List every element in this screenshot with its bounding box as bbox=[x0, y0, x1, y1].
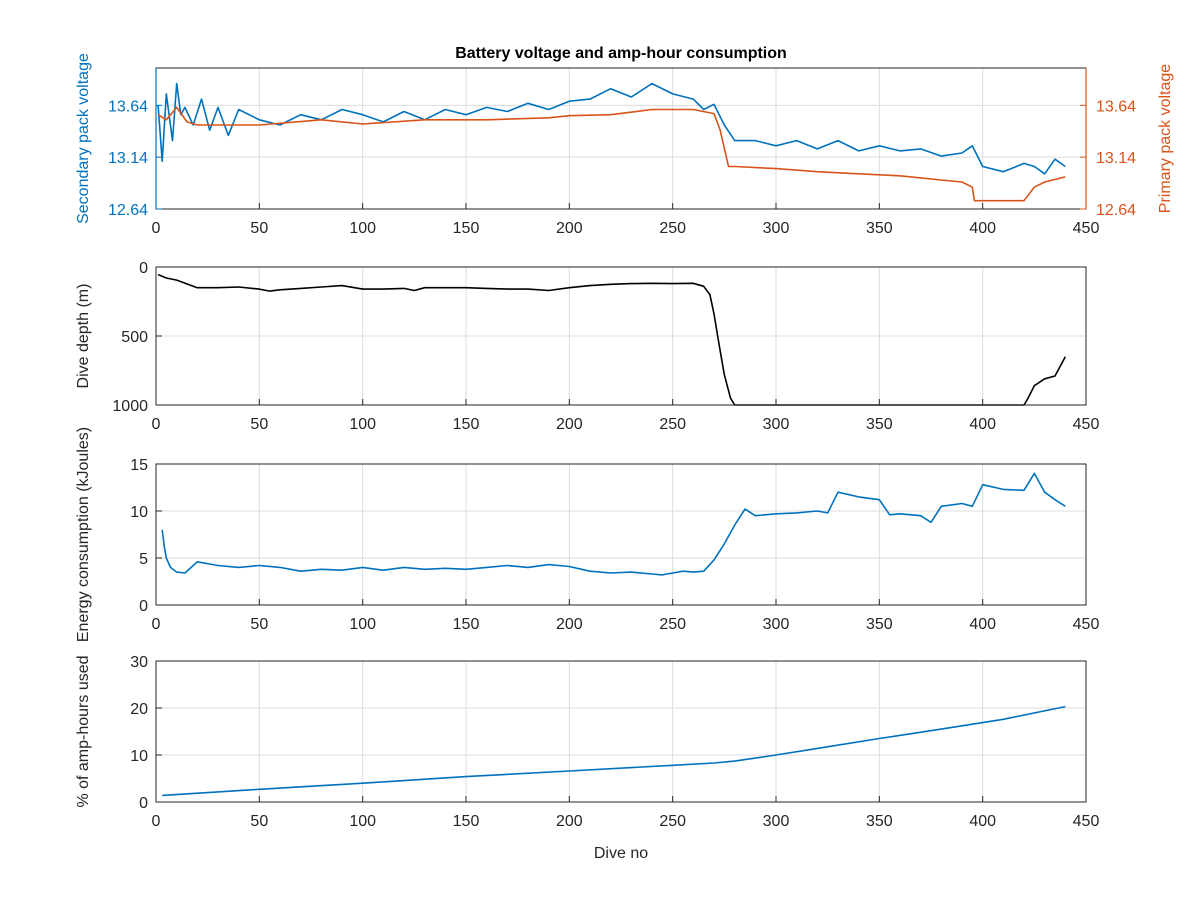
panel-1-xtick-label-9: 450 bbox=[1073, 416, 1100, 433]
panel-2-xtick-label-3: 150 bbox=[453, 616, 480, 633]
panel-0-xtick-label-6: 300 bbox=[763, 220, 790, 237]
panel-0-axes-frame bbox=[155, 67, 1087, 210]
panel-0-ylabel-right: Primary pack voltage bbox=[1157, 64, 1174, 213]
panel-3-xtick-label-3: 150 bbox=[453, 813, 480, 830]
panel-1-xtick-label-0: 0 bbox=[152, 416, 161, 433]
panel-2-xtick-label-4: 200 bbox=[556, 616, 583, 633]
panel-0-ytick-label-2: 13.64 bbox=[108, 98, 148, 115]
panel-0-xtick-label-0: 0 bbox=[152, 220, 161, 237]
panel-3-xtick-label-4: 200 bbox=[556, 813, 583, 830]
panel-2-ylabel: Energy consumption (kJoules) bbox=[75, 427, 92, 642]
panel-2-xtick-label-5: 250 bbox=[659, 616, 686, 633]
panel-0-xtick-label-2: 100 bbox=[349, 220, 376, 237]
panel-1-xtick-label-5: 250 bbox=[659, 416, 686, 433]
panel-3-xtick-label-7: 350 bbox=[866, 813, 893, 830]
panel-3-axes-frame bbox=[155, 660, 1087, 803]
panel-1-ytick-label-2: 1000 bbox=[112, 398, 148, 415]
panel-1-xtick-label-2: 100 bbox=[349, 416, 376, 433]
panel-0-ytick-label-1: 13.14 bbox=[108, 150, 148, 167]
panel-2-ytick-label-3: 15 bbox=[130, 457, 148, 474]
panel-0-ytick-right-label-0: 12.64 bbox=[1096, 202, 1136, 219]
panel-1-ytick-label-0: 0 bbox=[139, 260, 148, 277]
panel-0-xtick-label-9: 450 bbox=[1073, 220, 1100, 237]
panel-0-xtick-label-1: 50 bbox=[250, 220, 268, 237]
panel-2-axes-frame bbox=[155, 463, 1087, 606]
panel-0-ylabel: Secondary pack voltage bbox=[75, 53, 92, 224]
panel-1-xtick-label-8: 400 bbox=[969, 416, 996, 433]
panel-3-xlabel: Dive no bbox=[594, 845, 648, 862]
panel-1-xtick-label-7: 350 bbox=[866, 416, 893, 433]
panel-3-series-0-line bbox=[162, 705, 1066, 797]
panel-0-ytick-right-label-1: 13.14 bbox=[1096, 150, 1136, 167]
panel-1-ylabel: Dive depth (m) bbox=[75, 284, 92, 389]
panel-3-xtick-label-2: 100 bbox=[349, 813, 376, 830]
panel-2-ytick-label-2: 10 bbox=[130, 504, 148, 521]
panel-1-xtick-label-6: 300 bbox=[763, 416, 790, 433]
panel-3-xtick-label-5: 250 bbox=[659, 813, 686, 830]
panel-3-xtick-label-8: 400 bbox=[969, 813, 996, 830]
panel-0-ytick-label-0: 12.64 bbox=[108, 202, 148, 219]
panel-0-xtick-label-8: 400 bbox=[969, 220, 996, 237]
panel-0-title: Battery voltage and amp-hour consumption bbox=[455, 45, 787, 62]
panel-0-xtick-label-4: 200 bbox=[556, 220, 583, 237]
panel-3-xtick-label-6: 300 bbox=[763, 813, 790, 830]
panel-3-ytick-label-3: 30 bbox=[130, 654, 148, 671]
panel-3-ytick-label-2: 20 bbox=[130, 701, 148, 718]
panel-3-xtick-label-0: 0 bbox=[152, 813, 161, 830]
panel-3-ylabel: % of amp-hours used bbox=[75, 655, 92, 807]
panel-1-ytick-label-1: 500 bbox=[121, 329, 148, 346]
panel-2-xtick-label-2: 100 bbox=[349, 616, 376, 633]
panel-2-xtick-label-0: 0 bbox=[152, 616, 161, 633]
panel-0-series-1-line bbox=[157, 106, 1066, 202]
panel-1-series-0-line bbox=[157, 273, 1067, 406]
panel-0-series-0-line bbox=[157, 82, 1066, 175]
panel-2-xtick-label-7: 350 bbox=[866, 616, 893, 633]
panel-2-xtick-label-9: 450 bbox=[1073, 616, 1100, 633]
panel-2-series-0-line bbox=[161, 472, 1066, 576]
panel-2-xtick-label-8: 400 bbox=[969, 616, 996, 633]
panel-2-xtick-label-6: 300 bbox=[763, 616, 790, 633]
panel-3-xtick-label-1: 50 bbox=[250, 813, 268, 830]
panel-0-xtick-label-3: 150 bbox=[453, 220, 480, 237]
panel-3-xtick-label-9: 450 bbox=[1073, 813, 1100, 830]
panel-0-ytick-right-label-2: 13.64 bbox=[1096, 98, 1136, 115]
panel-3-ytick-label-1: 10 bbox=[130, 748, 148, 765]
panel-1-xtick-label-4: 200 bbox=[556, 416, 583, 433]
panel-2-xtick-label-1: 50 bbox=[250, 616, 268, 633]
panel-1-xtick-label-1: 50 bbox=[250, 416, 268, 433]
panel-0-xtick-label-5: 250 bbox=[659, 220, 686, 237]
panel-1-xtick-label-3: 150 bbox=[453, 416, 480, 433]
panel-2-ytick-label-1: 5 bbox=[139, 551, 148, 568]
panel-0-xtick-label-7: 350 bbox=[866, 220, 893, 237]
panel-3-ytick-label-0: 0 bbox=[139, 795, 148, 812]
panel-2-ytick-label-0: 0 bbox=[139, 598, 148, 615]
